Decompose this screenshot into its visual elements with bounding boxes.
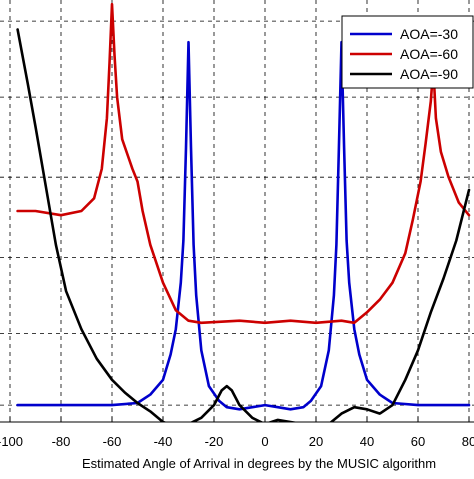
series-line-1 <box>16 40 471 411</box>
x-tick-label-1: -80 <box>52 434 71 449</box>
x-tick-layer: -100 -80 -60 -40 -20 0 20 40 60 80 <box>0 417 474 449</box>
x-tick-label-5: 0 <box>261 434 268 449</box>
legend: AOA=-30 AOA=-60 AOA=-90 <box>341 15 474 89</box>
x-tick-label-3: -40 <box>154 434 173 449</box>
grid-lines <box>0 0 474 422</box>
x-tick-label-7: 40 <box>360 434 374 449</box>
x-tick-label-4: -20 <box>205 434 224 449</box>
legend-label-1: AOA=-30 <box>400 26 458 42</box>
legend-label-2: AOA=-60 <box>400 46 458 62</box>
series-line-2 <box>16 2 471 325</box>
series-layer <box>16 2 471 422</box>
x-tick-label-0: -100 <box>0 434 23 449</box>
x-tick-label-6: 20 <box>309 434 323 449</box>
legend-box <box>341 15 474 89</box>
x-axis-label: Estimated Angle of Arrival in degrees by… <box>82 456 436 471</box>
x-tick-label-9: 80 <box>462 434 474 449</box>
x-tick-label-8: 60 <box>411 434 425 449</box>
legend-label-3: AOA=-90 <box>400 66 458 82</box>
series-line-3 <box>16 28 471 422</box>
x-tick-label-2: -60 <box>103 434 122 449</box>
